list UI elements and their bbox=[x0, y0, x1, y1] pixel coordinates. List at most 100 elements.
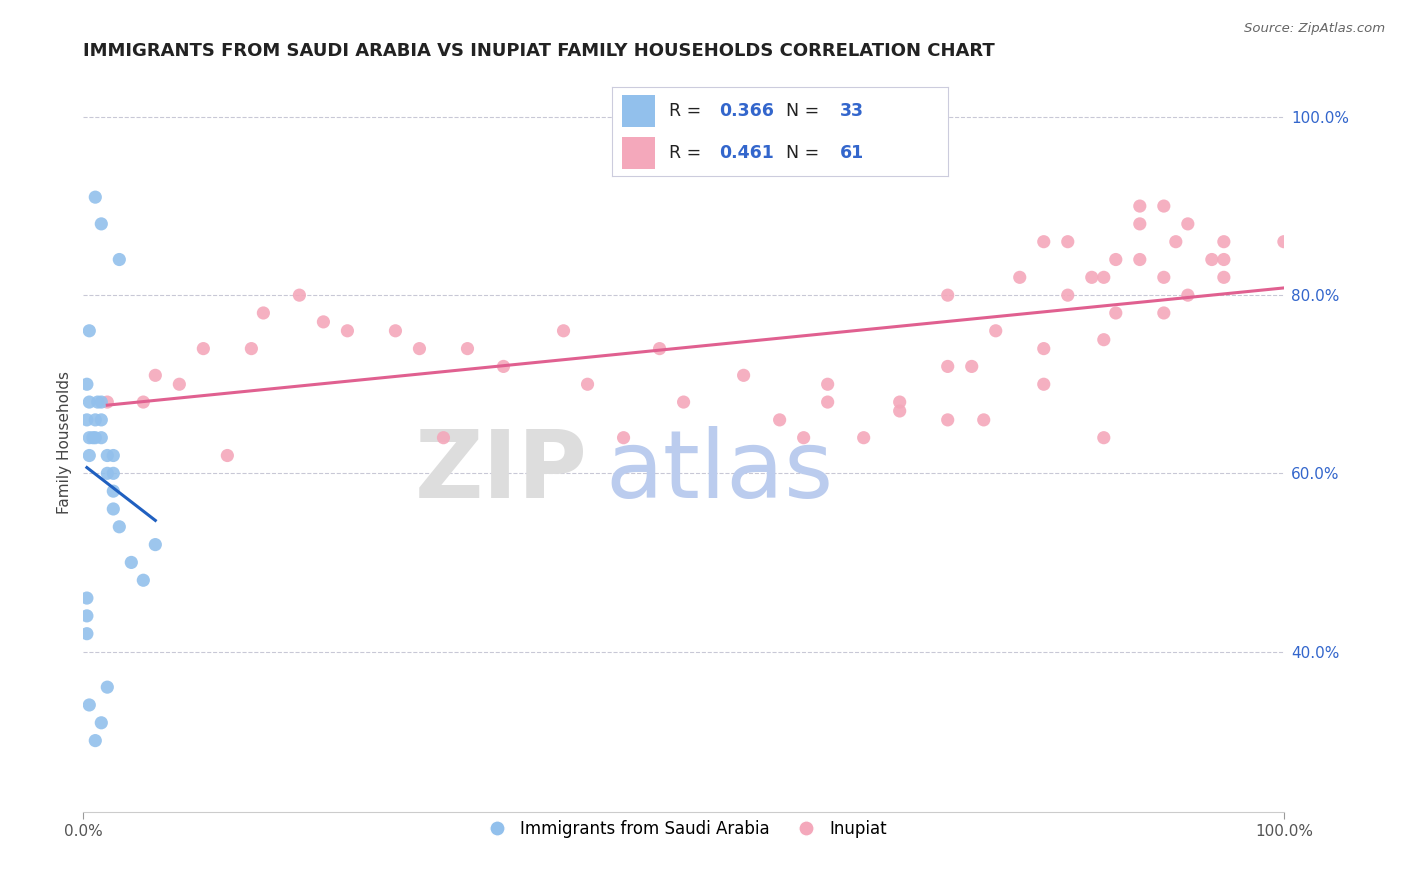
Point bbox=[336, 324, 359, 338]
Point bbox=[86, 395, 108, 409]
Point bbox=[79, 698, 101, 712]
Point bbox=[1153, 270, 1175, 285]
Point bbox=[108, 520, 131, 534]
Point bbox=[84, 413, 107, 427]
Point bbox=[576, 377, 599, 392]
Point bbox=[96, 467, 118, 481]
Point bbox=[96, 449, 118, 463]
Point bbox=[103, 467, 125, 481]
Point bbox=[984, 324, 1007, 338]
Point bbox=[1153, 306, 1175, 320]
Text: IMMIGRANTS FROM SAUDI ARABIA VS INUPIAT FAMILY HOUSEHOLDS CORRELATION CHART: IMMIGRANTS FROM SAUDI ARABIA VS INUPIAT … bbox=[83, 42, 995, 60]
Point bbox=[79, 324, 101, 338]
Point bbox=[408, 342, 430, 356]
Point bbox=[312, 315, 335, 329]
Point bbox=[169, 377, 191, 392]
Y-axis label: Family Households: Family Households bbox=[58, 371, 72, 514]
Point bbox=[1032, 342, 1054, 356]
Point bbox=[1177, 288, 1199, 302]
Point bbox=[193, 342, 215, 356]
Point bbox=[1153, 199, 1175, 213]
Point bbox=[553, 324, 575, 338]
Point bbox=[1032, 377, 1054, 392]
Point bbox=[1092, 270, 1115, 285]
Point bbox=[240, 342, 263, 356]
Point bbox=[1212, 270, 1234, 285]
Point bbox=[79, 431, 101, 445]
Point bbox=[733, 368, 755, 383]
Point bbox=[132, 395, 155, 409]
Point bbox=[889, 395, 911, 409]
Point bbox=[852, 431, 875, 445]
Point bbox=[76, 608, 98, 623]
Point bbox=[90, 217, 112, 231]
Point bbox=[252, 306, 274, 320]
Point bbox=[103, 449, 125, 463]
Point bbox=[90, 395, 112, 409]
Point bbox=[936, 359, 959, 374]
Text: Source: ZipAtlas.com: Source: ZipAtlas.com bbox=[1244, 22, 1385, 36]
Point bbox=[79, 395, 101, 409]
Point bbox=[79, 449, 101, 463]
Point bbox=[76, 626, 98, 640]
Point bbox=[84, 733, 107, 747]
Point bbox=[1105, 306, 1128, 320]
Point bbox=[960, 359, 983, 374]
Point bbox=[1032, 235, 1054, 249]
Point bbox=[1056, 288, 1078, 302]
Point bbox=[76, 377, 98, 392]
Point bbox=[143, 538, 166, 552]
Point bbox=[612, 431, 634, 445]
Point bbox=[96, 395, 118, 409]
Point bbox=[84, 431, 107, 445]
Point bbox=[1081, 270, 1104, 285]
Point bbox=[432, 431, 454, 445]
Point bbox=[456, 342, 478, 356]
Point bbox=[648, 342, 671, 356]
Point bbox=[76, 413, 98, 427]
Point bbox=[82, 431, 104, 445]
Point bbox=[90, 413, 112, 427]
Point bbox=[672, 395, 695, 409]
Point bbox=[1212, 235, 1234, 249]
Point bbox=[936, 288, 959, 302]
Point bbox=[1129, 217, 1152, 231]
Point bbox=[936, 413, 959, 427]
Text: ZIP: ZIP bbox=[415, 425, 588, 517]
Point bbox=[288, 288, 311, 302]
Point bbox=[817, 395, 839, 409]
Point bbox=[84, 190, 107, 204]
Point bbox=[76, 591, 98, 605]
Point bbox=[96, 680, 118, 694]
Point bbox=[103, 502, 125, 516]
Point bbox=[108, 252, 131, 267]
Point bbox=[90, 431, 112, 445]
Point bbox=[889, 404, 911, 418]
Point bbox=[1164, 235, 1187, 249]
Point bbox=[120, 556, 142, 570]
Legend: Immigrants from Saudi Arabia, Inupiat: Immigrants from Saudi Arabia, Inupiat bbox=[474, 813, 894, 844]
Point bbox=[1177, 217, 1199, 231]
Point bbox=[1008, 270, 1031, 285]
Point bbox=[1056, 235, 1078, 249]
Point bbox=[1092, 333, 1115, 347]
Point bbox=[1129, 252, 1152, 267]
Point bbox=[1092, 431, 1115, 445]
Point bbox=[1212, 252, 1234, 267]
Point bbox=[217, 449, 239, 463]
Point bbox=[492, 359, 515, 374]
Point bbox=[769, 413, 792, 427]
Point bbox=[103, 484, 125, 499]
Point bbox=[132, 573, 155, 587]
Point bbox=[90, 715, 112, 730]
Point bbox=[1272, 235, 1295, 249]
Point bbox=[143, 368, 166, 383]
Point bbox=[793, 431, 815, 445]
Point bbox=[384, 324, 406, 338]
Text: atlas: atlas bbox=[606, 425, 834, 517]
Point bbox=[973, 413, 995, 427]
Point bbox=[817, 377, 839, 392]
Point bbox=[1201, 252, 1223, 267]
Point bbox=[1105, 252, 1128, 267]
Point bbox=[1129, 199, 1152, 213]
